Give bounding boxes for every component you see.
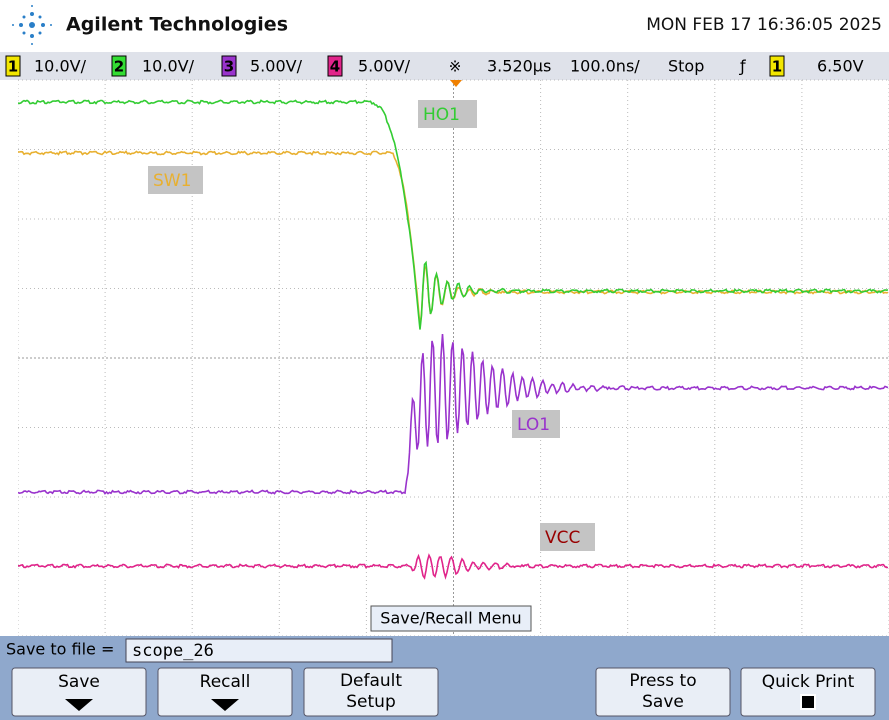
time-delay: 3.520µs bbox=[487, 57, 551, 76]
channel-number: 2 bbox=[114, 58, 124, 76]
softkey-button[interactable] bbox=[157, 667, 293, 717]
channel-number: 4 bbox=[330, 58, 340, 76]
trigger-source-badge bbox=[769, 55, 785, 77]
trace-label-box bbox=[148, 166, 203, 194]
softkey-label: Save bbox=[58, 672, 100, 692]
channel-scale: 10.0V/ bbox=[142, 57, 195, 76]
trigger-level: 6.50V bbox=[817, 57, 864, 76]
softkey-icon bbox=[800, 694, 816, 710]
softkey-label: Press to bbox=[629, 671, 696, 691]
softkey-button[interactable] bbox=[595, 667, 731, 717]
trace-label: SW1 bbox=[153, 171, 191, 191]
softkey-label: Setup bbox=[346, 692, 395, 712]
channel-scale: 10.0V/ bbox=[34, 57, 87, 76]
channel-badge bbox=[327, 55, 343, 77]
brand: Agilent Technologies bbox=[66, 14, 288, 36]
channel-badge bbox=[5, 55, 21, 77]
menu-title-box bbox=[370, 605, 532, 632]
trigger-slope: ƒ bbox=[738, 57, 746, 76]
trace-label-box bbox=[540, 523, 595, 551]
trace-label-box bbox=[418, 100, 477, 128]
softkey-arrow bbox=[65, 699, 93, 711]
softkey-label: Quick Print bbox=[762, 672, 855, 692]
trigger-source: 1 bbox=[772, 58, 782, 76]
channel-badge bbox=[221, 55, 237, 77]
save-to-file-label: Save to file = bbox=[6, 640, 114, 659]
waveform bbox=[17, 99, 889, 330]
channel-number: 3 bbox=[224, 58, 234, 76]
channel-number: 1 bbox=[8, 58, 18, 76]
time-scale: 100.0ns/ bbox=[570, 57, 640, 76]
softkey[interactable]: Quick Print bbox=[740, 667, 876, 717]
softkey-button[interactable] bbox=[303, 667, 439, 717]
trace-label: HO1 bbox=[423, 105, 460, 125]
trace-label: LO1 bbox=[517, 415, 550, 435]
status-bar bbox=[0, 52, 889, 80]
channel-badge bbox=[111, 55, 127, 77]
softkey-label: Recall bbox=[200, 672, 251, 692]
softkey-button[interactable] bbox=[740, 667, 876, 717]
softkey-label: Default bbox=[340, 671, 402, 691]
softkey[interactable]: Save bbox=[11, 667, 147, 717]
trace-label-box bbox=[512, 410, 560, 438]
softkey-arrow bbox=[211, 699, 239, 711]
logo bbox=[12, 5, 52, 45]
channel-scale: 5.00V/ bbox=[358, 57, 411, 76]
run-state: Stop bbox=[668, 57, 704, 76]
filename-field[interactable] bbox=[125, 638, 393, 663]
delay-icon: ※ bbox=[449, 58, 462, 76]
softkey[interactable]: Recall bbox=[157, 667, 293, 717]
waveform bbox=[17, 553, 889, 580]
softkey-button[interactable] bbox=[11, 667, 147, 717]
header-bg bbox=[0, 0, 889, 50]
softkey-label: Save bbox=[642, 692, 684, 712]
datetime: MON FEB 17 16:36:05 2025 bbox=[646, 15, 882, 35]
left-margin bbox=[0, 80, 18, 636]
waveform bbox=[17, 333, 889, 495]
filename: scope_26 bbox=[132, 641, 214, 661]
trace-label: VCC bbox=[545, 528, 580, 548]
trigger-position bbox=[450, 80, 462, 87]
menu-title: Save/Recall Menu bbox=[380, 609, 521, 628]
channel-scale: 5.00V/ bbox=[250, 57, 303, 76]
